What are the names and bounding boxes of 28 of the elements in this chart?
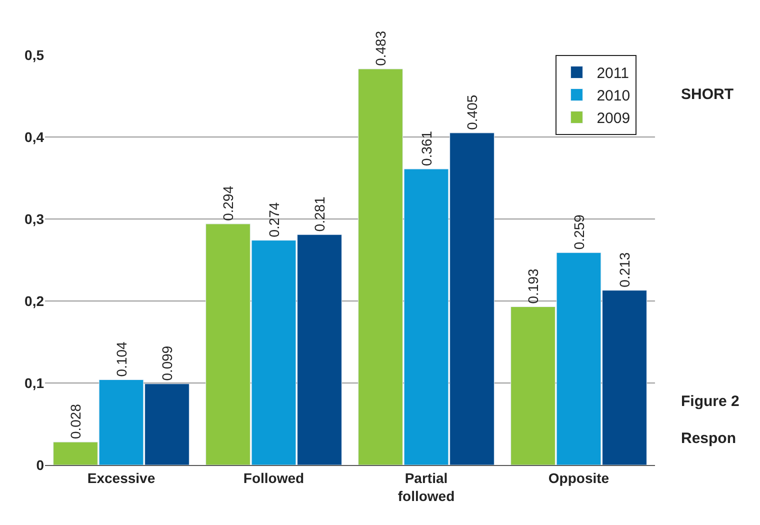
y-tick-label: 0,1 <box>24 374 44 391</box>
y-tick-label: 0,4 <box>24 128 44 145</box>
x-tick-label: Excessive <box>87 470 156 486</box>
data-label: 0.104 <box>113 341 130 377</box>
data-label: 0.259 <box>570 214 587 250</box>
text: Respon <box>681 430 736 447</box>
y-tick-label: 0,2 <box>24 292 44 309</box>
legend-label: 2010 <box>596 88 630 105</box>
legend-label: 2009 <box>596 110 630 128</box>
text: SHORT <box>681 86 734 103</box>
data-label: 0.099 <box>159 346 175 381</box>
data-label: 0.294 <box>220 186 236 221</box>
data-label: 0.405 <box>464 94 480 130</box>
data-label: 0.028 <box>68 404 84 440</box>
x-tick-label: Opposite <box>548 470 610 486</box>
x-tick-label: Partial followed <box>398 470 455 504</box>
data-label: 0.483 <box>372 30 388 66</box>
y-tick-label: 0,3 <box>24 210 44 227</box>
data-label: 0.361 <box>418 130 434 166</box>
y-tick-label: 0 <box>36 456 44 473</box>
data-label: 0.193 <box>525 268 541 304</box>
data-label: 0.281 <box>312 196 328 232</box>
y-tick-label: 0,5 <box>24 46 44 63</box>
caption: Figure 2 <box>681 393 740 410</box>
x-tick-label: Followed <box>243 470 304 486</box>
data-label: 0.213 <box>616 252 632 288</box>
legend-label: 2011 <box>596 65 629 82</box>
data-label: 0.274 <box>266 202 282 238</box>
